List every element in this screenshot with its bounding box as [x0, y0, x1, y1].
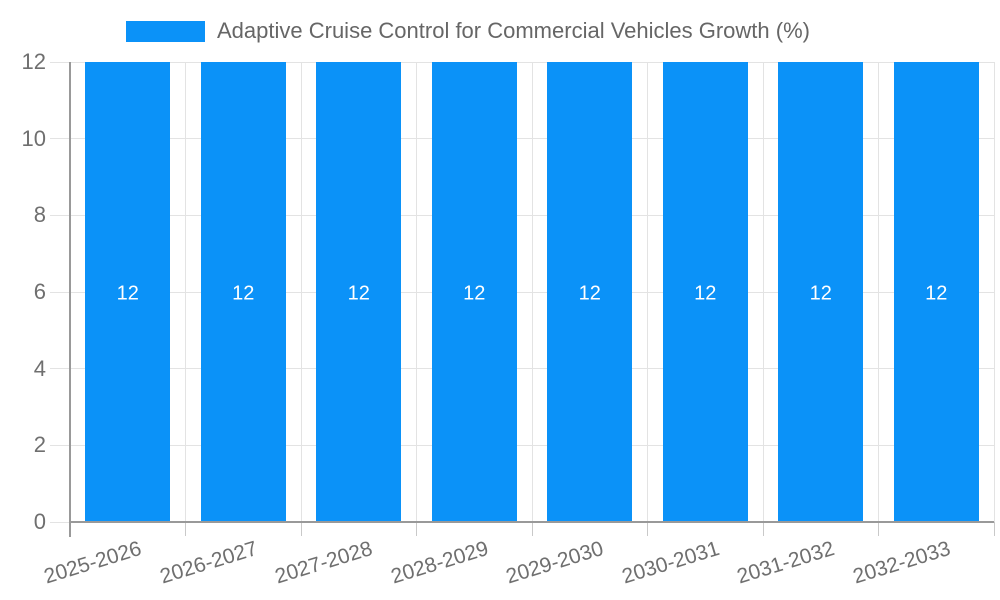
bar — [431, 62, 517, 522]
x-axis-line — [69, 521, 994, 523]
y-axis-tick-label: 0 — [33, 509, 46, 534]
bar — [893, 62, 979, 522]
y-axis-tick-label: 8 — [33, 202, 46, 228]
x-axis-tick-label: 2025-2026 — [41, 537, 145, 589]
y-axis-tick-label: 2 — [33, 432, 46, 458]
x-axis-tick-label: 2027-2028 — [272, 537, 376, 589]
bar-value-label: 12 — [809, 282, 832, 305]
x-axis-tick — [531, 522, 533, 536]
x-axis-tick-label: 2030-2031 — [619, 537, 722, 589]
x-gridline — [762, 62, 764, 522]
bar-value-label: 12 — [232, 282, 255, 305]
bar — [662, 62, 748, 522]
x-axis-tick-label: 2028-2029 — [388, 537, 491, 589]
bar — [316, 62, 402, 522]
chart-legend[interactable]: Adaptive Cruise Control for Commercial V… — [126, 18, 810, 44]
bar-value-label: 12 — [694, 282, 717, 305]
bar-value-label: 12 — [116, 282, 139, 305]
bar — [547, 62, 633, 522]
bar — [200, 62, 286, 522]
x-axis-tick-label: 2029-2030 — [503, 537, 607, 589]
x-axis-tick — [762, 522, 764, 536]
bar-value-label: 12 — [463, 282, 486, 305]
x-axis-tick-label: 2032-2033 — [850, 537, 953, 589]
x-gridline — [993, 62, 995, 522]
x-gridline — [531, 62, 533, 522]
x-axis-tick — [416, 522, 417, 536]
y-gridline — [50, 291, 994, 293]
y-axis-tick-label: 10 — [21, 125, 46, 151]
y-gridline — [50, 368, 994, 370]
bar — [778, 62, 864, 522]
x-gridline — [185, 62, 186, 522]
bar-value-label: 12 — [578, 282, 601, 305]
y-axis-tick-label: 6 — [33, 279, 46, 304]
x-axis-tick — [300, 522, 302, 536]
legend-swatch — [126, 20, 205, 42]
x-gridline — [300, 62, 302, 522]
bar-value-label: 12 — [925, 282, 948, 305]
bar — [85, 62, 171, 522]
y-axis-tick-label: 12 — [21, 49, 46, 74]
x-axis-tick — [993, 522, 995, 536]
y-gridline — [50, 61, 994, 63]
x-gridline — [416, 62, 417, 522]
y-axis-line — [69, 62, 71, 537]
x-axis-tick — [185, 522, 186, 536]
y-gridline — [50, 214, 994, 216]
legend-label: Adaptive Cruise Control for Commercial V… — [217, 18, 810, 43]
x-axis-tick — [878, 522, 879, 536]
y-gridline — [50, 444, 994, 446]
x-axis-tick-label: 2026-2027 — [157, 537, 260, 589]
y-gridline — [50, 138, 994, 140]
bar-value-label: 12 — [347, 282, 370, 305]
x-axis-tick-label: 2031-2032 — [734, 537, 838, 589]
x-gridline — [878, 62, 879, 522]
x-gridline — [647, 62, 648, 522]
x-axis-tick — [647, 522, 648, 536]
y-axis-tick-label: 4 — [33, 355, 46, 381]
